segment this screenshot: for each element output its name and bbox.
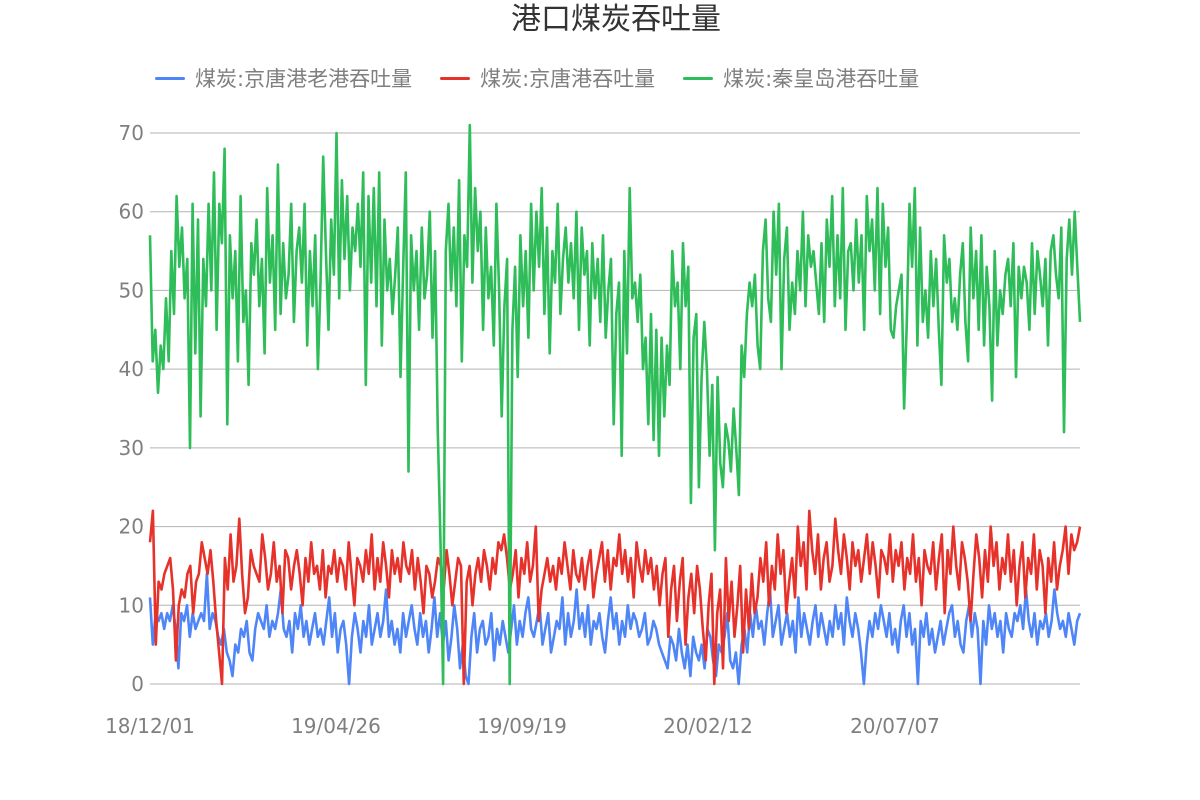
x-tick-label: 20/02/12: [663, 714, 753, 738]
x-axis: 18/12/01 19/04/26 19/09/19 20/02/12 20/07/07: [105, 714, 940, 738]
legend-item-jingtang-port[interactable]: 煤炭:京唐港吞吐量: [440, 63, 655, 93]
y-tick-label: 20: [119, 515, 144, 539]
x-tick-label: 19/04/26: [291, 714, 381, 738]
legend-label: 煤炭:京唐港老港吞吐量: [195, 67, 413, 91]
legend-swatch-blue-icon: [155, 76, 185, 80]
y-tick-label: 70: [119, 121, 144, 145]
legend-swatch-green-icon: [683, 76, 714, 80]
series-lines: [148, 123, 1082, 686]
series-line-0: [148, 572, 1082, 686]
legend-label: 煤炭:秦皇岛港吞吐量: [723, 67, 920, 91]
series-line-2: [148, 123, 1082, 686]
legend-label: 煤炭:京唐港吞吐量: [480, 67, 656, 91]
y-tick-label: 0: [131, 672, 144, 696]
y-tick-label: 50: [119, 278, 144, 302]
y-tick-label: 30: [119, 436, 144, 460]
legend-item-jingtang-old-port[interactable]: 煤炭:京唐港老港吞吐量: [155, 63, 412, 93]
x-tick-label: 18/12/01: [105, 714, 195, 738]
series-line-1: [148, 509, 1082, 686]
x-tick-label: 20/07/07: [850, 714, 940, 738]
legend-item-qinhuangdao-port[interactable]: 煤炭:秦皇岛港吞吐量: [683, 63, 919, 93]
y-axis: 0 10 20 30 40 50 60 70: [119, 121, 144, 696]
y-tick-label: 10: [119, 593, 144, 617]
legend-swatch-red-icon: [440, 76, 471, 80]
y-tick-label: 60: [119, 200, 144, 224]
y-tick-label: 40: [119, 357, 144, 381]
legend: 煤炭:京唐港老港吞吐量 煤炭:京唐港吞吐量 煤炭:秦皇岛港吞吐量: [155, 64, 947, 92]
x-tick-label: 19/09/19: [477, 714, 567, 738]
chart-title: 港口煤炭吞吐量: [511, 2, 721, 37]
